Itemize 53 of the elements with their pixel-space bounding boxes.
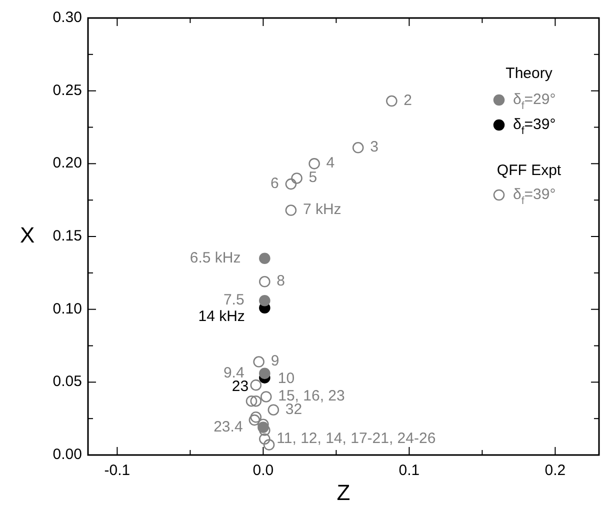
point [246,395,258,407]
annotation: 14 kHz [198,308,245,325]
x-tick-label: 0.2 [544,462,566,479]
point [386,95,398,107]
annotation: QFF Expt [496,162,562,179]
point [259,368,270,380]
y-tick-label: 0.00 [52,446,82,463]
annotation: 5 [308,169,318,186]
annotation: 9 [270,352,280,370]
point [258,422,269,433]
legend-label: δ$_{f}$=29° [513,90,556,112]
point [291,172,302,184]
point [250,411,262,423]
point [259,433,270,445]
legend-label: δ$_{f}$=39° [513,186,556,207]
y-tick-label: 0.25 [52,82,82,99]
annotation: 23.4 [214,418,243,436]
y-tick-label: 0.10 [52,300,82,318]
annotation: 7 kHz [302,201,342,218]
y-tick-label: 0.30 [52,8,82,26]
annotation: 6 [270,175,279,192]
point [285,178,297,190]
point [253,356,264,368]
point [268,404,280,416]
annotation: 2 [404,92,412,109]
point [285,204,297,216]
point [250,395,262,407]
point [260,391,272,402]
annotation: 3 [370,138,378,156]
point [263,439,275,450]
x-tick-label: -0.1 [104,462,130,479]
legend-title: Theory [506,65,553,82]
x-axis-title: Z [336,480,350,505]
point [248,414,260,426]
annotation: 10 [278,370,295,388]
y-tick-label: 0.05 [52,373,82,390]
point [259,252,270,264]
annotation: 6.5 kHz [190,249,241,266]
annotation: 4 [326,154,335,172]
point [259,276,270,288]
x-tick-label: 0.1 [398,462,420,479]
y-axis-title: X [20,222,35,248]
x-tick-label: 0.0 [252,462,274,479]
annotation: 8 [276,272,286,290]
annotation: 11, 12, 14, 17-21, 24-26 [276,430,436,447]
point [259,294,270,306]
point [308,158,320,170]
legend-label: δ$_{f}$=39° [513,116,556,137]
annotation: 7.5 [223,292,244,309]
point [352,142,364,154]
y-tick-label: 0.20 [52,154,82,172]
point [250,379,262,391]
y-tick-label: 0.15 [52,227,82,244]
